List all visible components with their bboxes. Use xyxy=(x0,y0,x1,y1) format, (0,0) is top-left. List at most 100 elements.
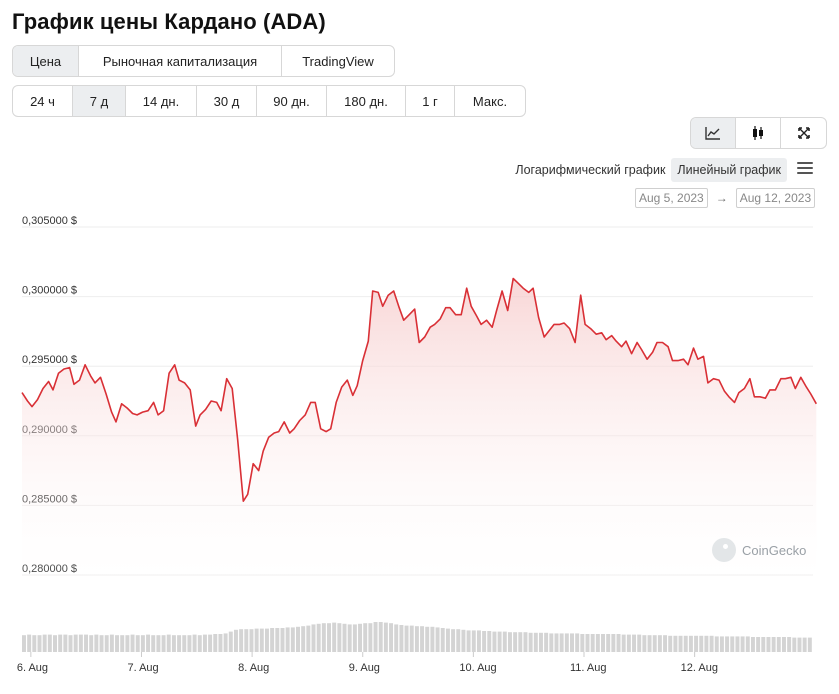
volume-bar xyxy=(332,622,337,652)
price-area-fill xyxy=(22,278,817,582)
volume-bar xyxy=(745,636,750,652)
volume-bar xyxy=(466,630,471,652)
line-chart-button[interactable] xyxy=(691,118,736,148)
volume-bar xyxy=(735,636,740,652)
scale-toggle: Логарифмический график Линейный график xyxy=(509,158,787,182)
volume-bar xyxy=(694,635,699,652)
volume-bar xyxy=(177,635,182,652)
volume-bar xyxy=(787,637,792,652)
volume-bar xyxy=(187,635,192,652)
volume-bar xyxy=(270,628,275,652)
watermark: CoinGecko xyxy=(712,538,806,562)
volume-bar xyxy=(554,633,559,652)
log-scale-option[interactable]: Логарифмический график xyxy=(515,163,666,177)
volume-bar xyxy=(518,632,523,652)
volume-bar xyxy=(663,635,668,652)
volume-bar xyxy=(53,635,57,652)
price-chart: 0,305000 $0,300000 $0,295000 $0,290000 $… xyxy=(17,215,817,674)
volume-bar xyxy=(740,636,745,652)
hamburger-menu-icon[interactable] xyxy=(797,162,813,175)
linear-scale-option[interactable]: Линейный график xyxy=(671,158,787,182)
volume-bar xyxy=(89,635,94,652)
volume-bar xyxy=(590,634,595,652)
volume-bar xyxy=(673,635,678,652)
volume-bar xyxy=(595,634,600,652)
volume-bar xyxy=(358,623,363,652)
volume-bar xyxy=(285,627,290,652)
volume-bar xyxy=(146,634,151,652)
volume-bar xyxy=(647,635,652,652)
line-chart-icon xyxy=(705,127,720,140)
volume-bar xyxy=(301,626,306,652)
range-30d-button[interactable]: 30 д xyxy=(197,86,257,116)
volume-bar xyxy=(259,628,264,652)
tab-price[interactable]: Цена xyxy=(13,46,79,76)
volume-bar xyxy=(296,626,300,652)
volume-bar xyxy=(471,630,476,652)
volume-bars xyxy=(22,622,812,652)
range-7d-button[interactable]: 7 д xyxy=(73,86,126,116)
x-tick-label: 9. Aug xyxy=(349,662,380,674)
volume-bar xyxy=(570,633,574,652)
volume-bar xyxy=(27,634,32,652)
volume-bar xyxy=(104,635,109,652)
volume-bar xyxy=(523,632,528,652)
candlestick-icon xyxy=(753,126,763,140)
range-24h-button[interactable]: 24 ч xyxy=(13,86,73,116)
y-tick-label: 0,295000 $ xyxy=(22,354,77,366)
range-90d-button[interactable]: 90 дн. xyxy=(257,86,327,116)
chart-type-selector xyxy=(690,117,827,149)
volume-bar xyxy=(233,629,238,652)
volume-bar xyxy=(197,635,202,652)
volume-bar xyxy=(704,635,709,652)
volume-bar xyxy=(156,635,161,652)
volume-bar xyxy=(502,631,507,652)
x-axis: 6. Aug 7. Aug 8. Aug 9. Aug 10. Aug 11. Aug 12… xyxy=(17,652,718,674)
tab-market-cap[interactable]: Рыночная капитализация xyxy=(79,46,282,76)
volume-bar xyxy=(559,633,564,652)
range-180d-button[interactable]: 180 дн. xyxy=(327,86,406,116)
volume-bar xyxy=(730,636,735,652)
volume-bar xyxy=(761,637,766,652)
range-1y-button[interactable]: 1 г xyxy=(406,86,455,116)
volume-bar xyxy=(399,625,404,652)
volume-bar xyxy=(544,632,549,652)
volume-bar xyxy=(766,637,771,652)
candlestick-button[interactable] xyxy=(736,118,781,148)
coingecko-logo-icon xyxy=(712,538,736,562)
date-from-input[interactable]: Aug 5, 2023 xyxy=(635,188,708,208)
volume-bar xyxy=(476,630,481,652)
volume-bar xyxy=(611,634,616,652)
volume-bar xyxy=(373,622,378,652)
volume-bar xyxy=(213,634,218,652)
x-tick-label: 10. Aug xyxy=(459,662,496,674)
volume-bar xyxy=(487,631,492,652)
tab-tradingview[interactable]: TradingView xyxy=(302,53,374,69)
volume-bar xyxy=(451,629,456,652)
volume-bar xyxy=(337,623,342,652)
volume-bar xyxy=(538,632,543,652)
volume-bar xyxy=(632,634,637,652)
volume-bar xyxy=(125,635,130,652)
volume-bar xyxy=(606,634,611,652)
volume-bar xyxy=(621,634,626,652)
volume-bar xyxy=(115,635,120,652)
volume-bar xyxy=(601,634,605,652)
volume-bar xyxy=(771,637,776,652)
volume-bar xyxy=(678,635,683,652)
x-tick-label: 7. Aug xyxy=(127,662,158,674)
range-14d-button[interactable]: 14 дн. xyxy=(126,86,197,116)
volume-bar xyxy=(32,635,37,652)
volume-bar xyxy=(47,634,52,652)
volume-bar xyxy=(528,632,533,652)
volume-bar xyxy=(84,634,89,652)
range-max-button[interactable]: Макс. xyxy=(472,93,508,109)
date-to-input[interactable]: Aug 12, 2023 xyxy=(735,188,816,208)
volume-bar xyxy=(802,637,807,652)
volume-bar xyxy=(492,631,497,652)
volume-bar xyxy=(440,628,445,652)
volume-bar xyxy=(208,634,213,652)
volume-bar xyxy=(22,635,26,652)
expand-button[interactable] xyxy=(781,118,826,148)
volume-bar xyxy=(347,624,352,652)
